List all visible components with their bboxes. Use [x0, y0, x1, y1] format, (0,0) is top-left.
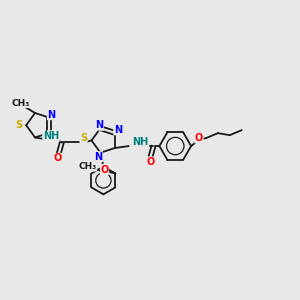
Text: CH₃: CH₃	[79, 162, 97, 171]
Text: N: N	[47, 131, 56, 141]
Text: S: S	[80, 134, 87, 143]
Text: S: S	[15, 120, 22, 130]
Text: NH: NH	[133, 137, 149, 147]
Text: O: O	[100, 164, 109, 175]
Text: N: N	[114, 125, 122, 135]
Text: N: N	[95, 120, 104, 130]
Text: O: O	[195, 133, 203, 143]
Text: N: N	[47, 110, 56, 120]
Text: O: O	[54, 153, 62, 163]
Text: NH: NH	[43, 131, 59, 142]
Text: O: O	[146, 157, 154, 167]
Text: N: N	[94, 152, 103, 162]
Text: CH₃: CH₃	[11, 99, 29, 108]
